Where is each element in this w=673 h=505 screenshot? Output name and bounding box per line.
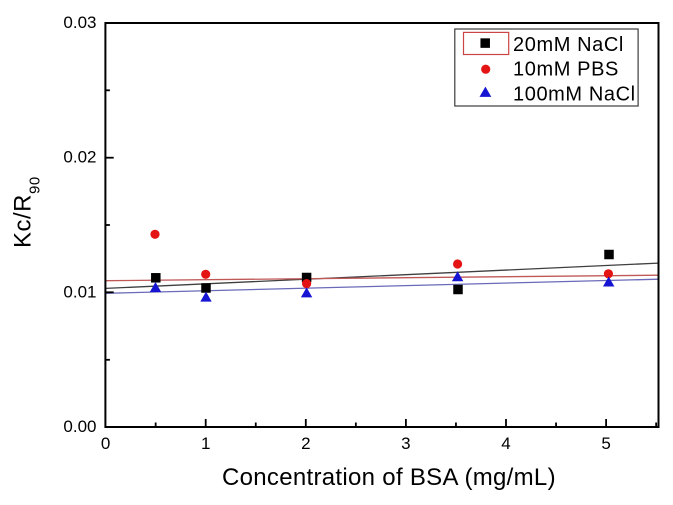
svg-text:2: 2 [301, 434, 310, 453]
svg-text:0.00: 0.00 [63, 417, 96, 436]
svg-text:1: 1 [201, 434, 210, 453]
svg-text:0: 0 [101, 434, 110, 453]
svg-text:0.02: 0.02 [63, 148, 96, 167]
svg-text:4: 4 [501, 434, 510, 453]
svg-text:Concentration of BSA (mg/mL): Concentration of BSA (mg/mL) [222, 464, 556, 491]
svg-text:10mM PBS: 10mM PBS [513, 59, 619, 81]
svg-text:20mM NaCl: 20mM NaCl [513, 34, 624, 56]
svg-text:0.01: 0.01 [63, 282, 96, 301]
svg-text:100mM NaCl: 100mM NaCl [513, 83, 636, 105]
svg-text:0.03: 0.03 [63, 13, 96, 32]
svg-text:3: 3 [401, 434, 410, 453]
svg-text:5: 5 [601, 434, 610, 453]
